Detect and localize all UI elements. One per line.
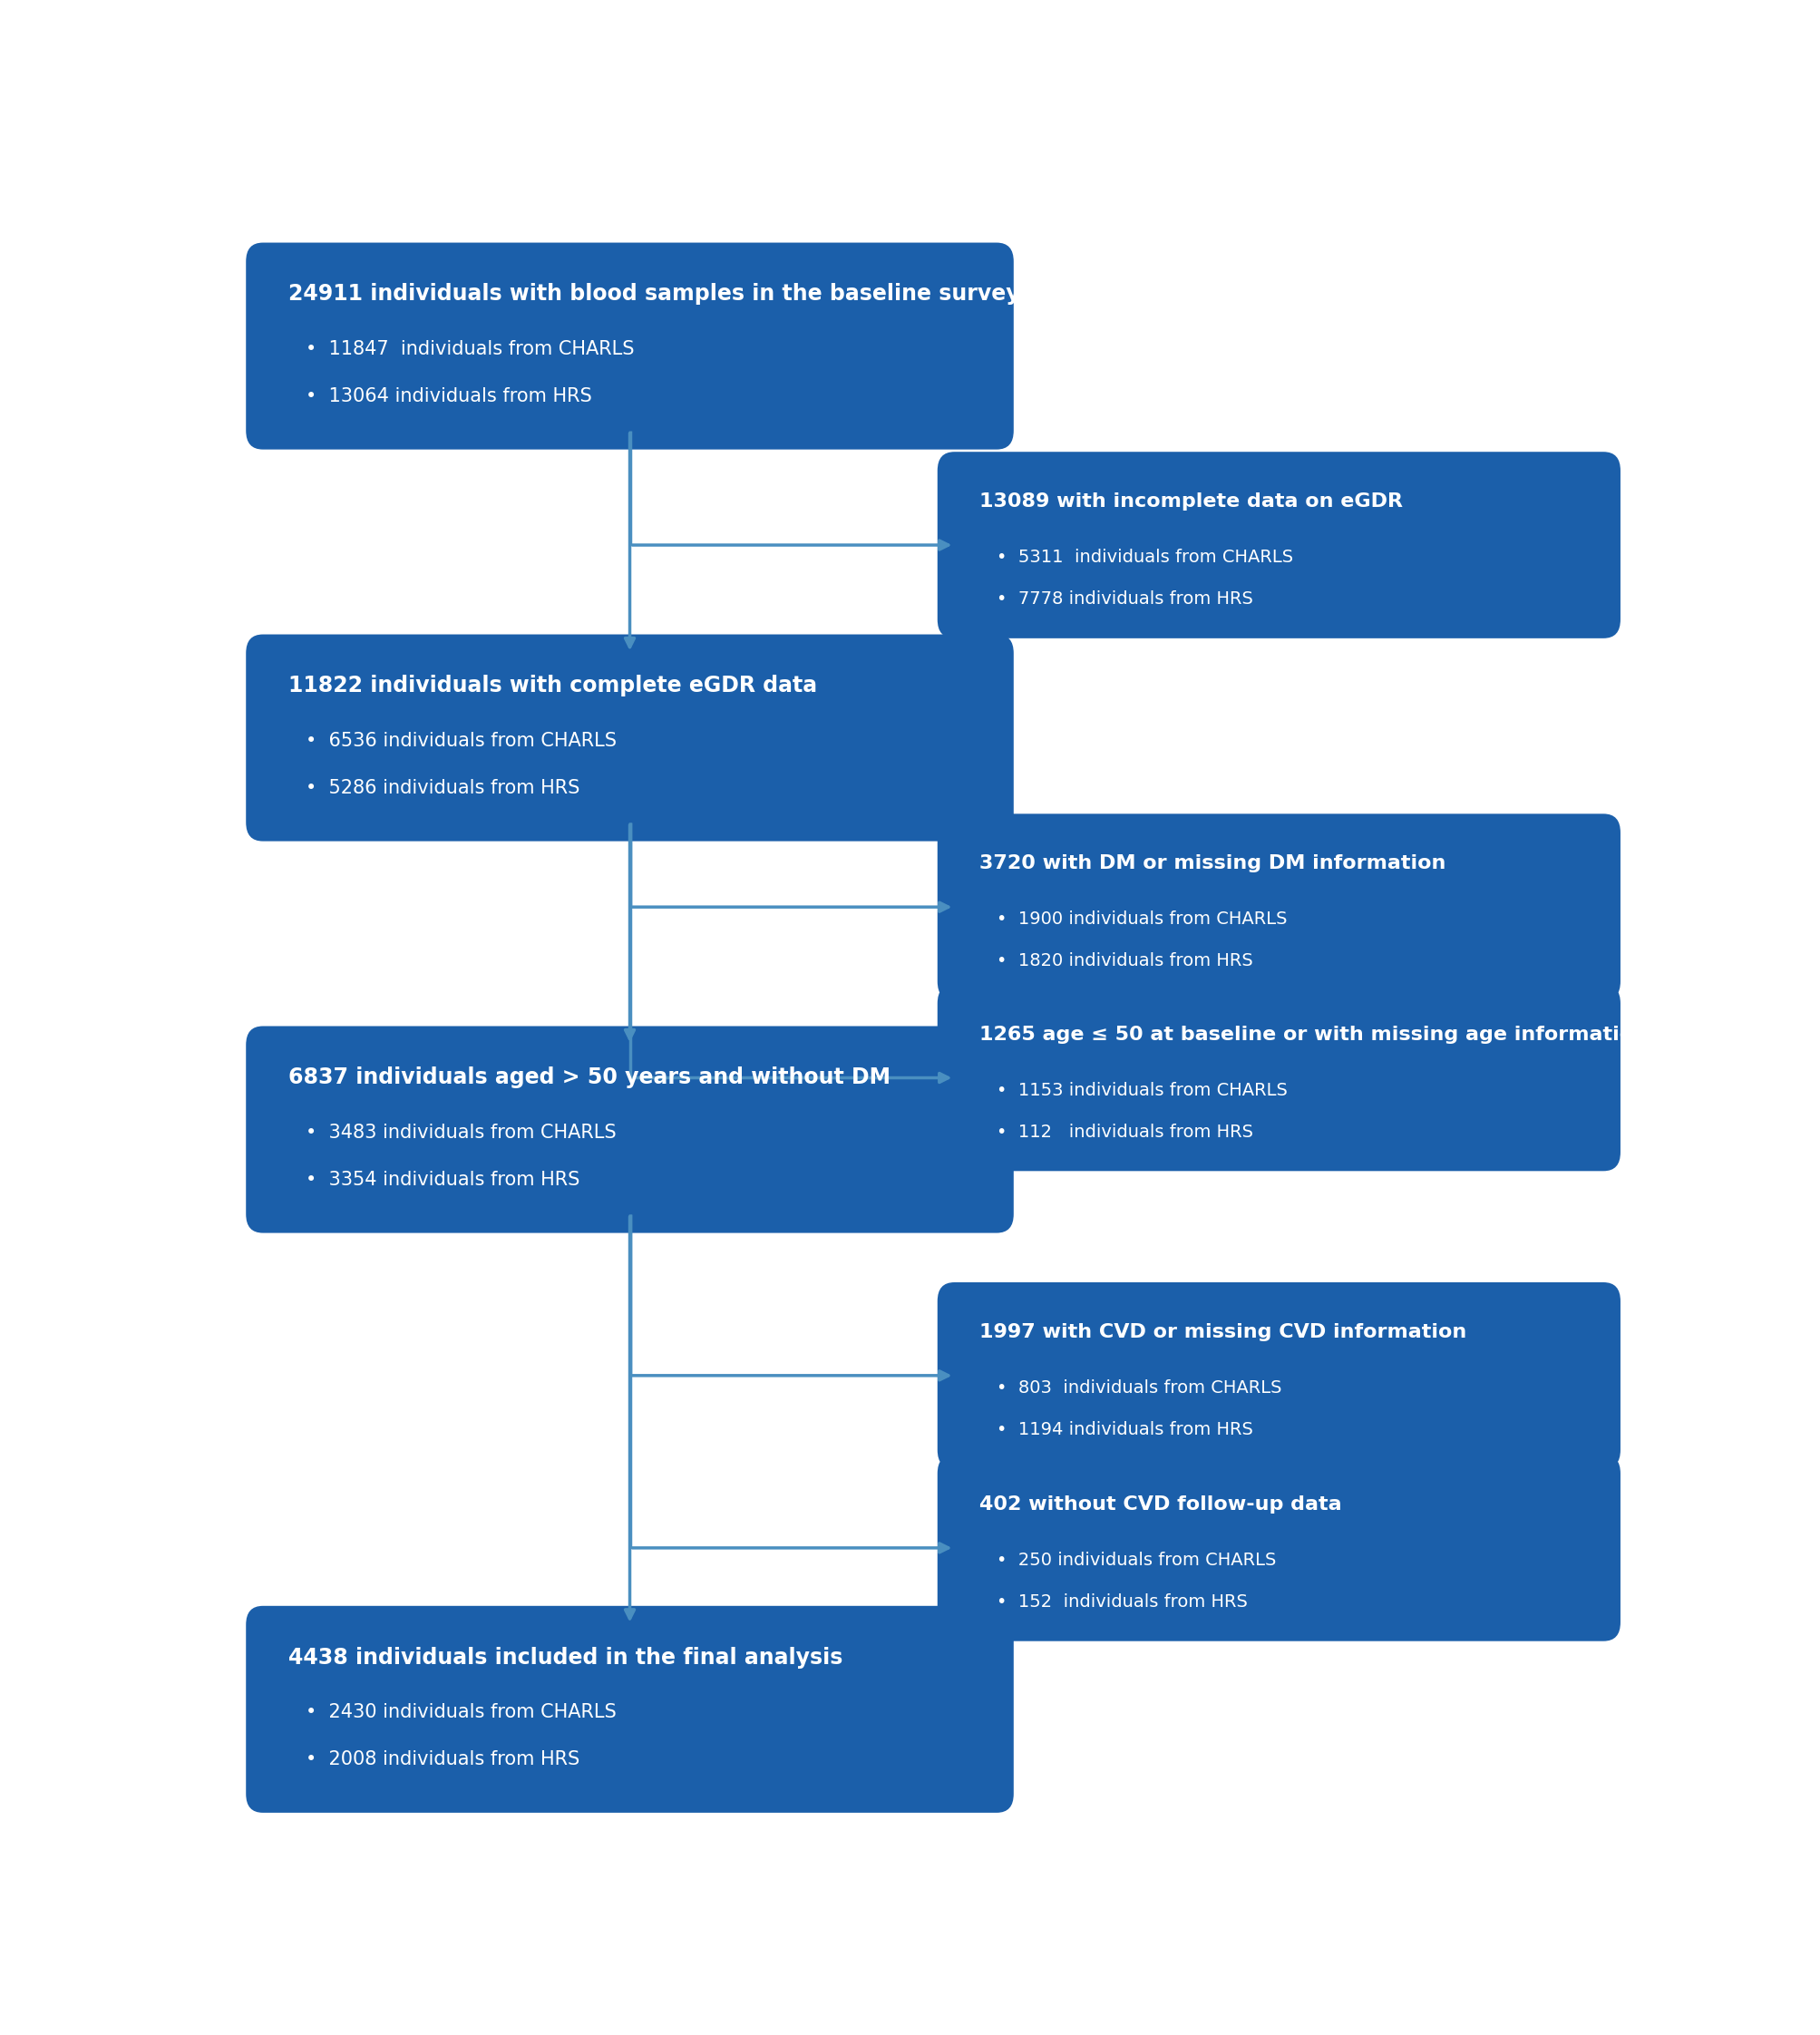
Text: 13089 with incomplete data on eGDR: 13089 with incomplete data on eGDR [979,492,1403,511]
Text: •  250 individuals from CHARLS: • 250 individuals from CHARLS [996,1553,1276,1569]
FancyBboxPatch shape [246,635,1014,840]
Text: •  5311  individuals from CHARLS: • 5311 individuals from CHARLS [996,549,1292,566]
FancyBboxPatch shape [937,1282,1620,1469]
Text: 4438 individuals included in the final analysis: 4438 individuals included in the final a… [288,1646,843,1669]
Text: •  1194 individuals from HRS: • 1194 individuals from HRS [996,1420,1252,1439]
Text: •  5286 individuals from HRS: • 5286 individuals from HRS [306,779,579,798]
Text: 1997 with CVD or missing CVD information: 1997 with CVD or missing CVD information [979,1323,1467,1341]
Text: •  2008 individuals from HRS: • 2008 individuals from HRS [306,1750,579,1768]
Text: 24911 individuals with blood samples in the baseline surveys: 24911 individuals with blood samples in … [288,283,1032,305]
Text: •  7778 individuals from HRS: • 7778 individuals from HRS [996,590,1252,608]
Text: •  1900 individuals from CHARLS: • 1900 individuals from CHARLS [996,912,1287,928]
Text: 1265 age ≤ 50 at baseline or with missing age information: 1265 age ≤ 50 at baseline or with missin… [979,1026,1647,1044]
FancyBboxPatch shape [937,1455,1620,1640]
FancyBboxPatch shape [937,814,1620,1001]
Text: 3720 with DM or missing DM information: 3720 with DM or missing DM information [979,855,1445,873]
Text: •  13064 individuals from HRS: • 13064 individuals from HRS [306,387,592,405]
FancyBboxPatch shape [246,1026,1014,1233]
Text: •  1153 individuals from CHARLS: • 1153 individuals from CHARLS [996,1083,1287,1099]
Text: •  112   individuals from HRS: • 112 individuals from HRS [996,1123,1252,1142]
Text: •  803  individuals from CHARLS: • 803 individuals from CHARLS [996,1380,1281,1396]
FancyBboxPatch shape [246,1606,1014,1813]
FancyBboxPatch shape [246,242,1014,450]
Text: •  6536 individuals from CHARLS: • 6536 individuals from CHARLS [306,731,615,749]
FancyBboxPatch shape [937,985,1620,1170]
Text: 6837 individuals aged > 50 years and without DM: 6837 individuals aged > 50 years and wit… [288,1066,890,1089]
Text: •  3483 individuals from CHARLS: • 3483 individuals from CHARLS [306,1123,615,1142]
Text: •  152  individuals from HRS: • 152 individuals from HRS [996,1593,1247,1612]
Text: •  11847  individuals from CHARLS: • 11847 individuals from CHARLS [306,340,633,358]
Text: •  1820 individuals from HRS: • 1820 individuals from HRS [996,952,1252,971]
Text: 402 without CVD follow-up data: 402 without CVD follow-up data [979,1496,1341,1514]
FancyBboxPatch shape [937,452,1620,639]
Text: 11822 individuals with complete eGDR data: 11822 individuals with complete eGDR dat… [288,676,817,696]
Text: •  3354 individuals from HRS: • 3354 individuals from HRS [306,1170,579,1188]
Text: •  2430 individuals from CHARLS: • 2430 individuals from CHARLS [306,1703,615,1722]
